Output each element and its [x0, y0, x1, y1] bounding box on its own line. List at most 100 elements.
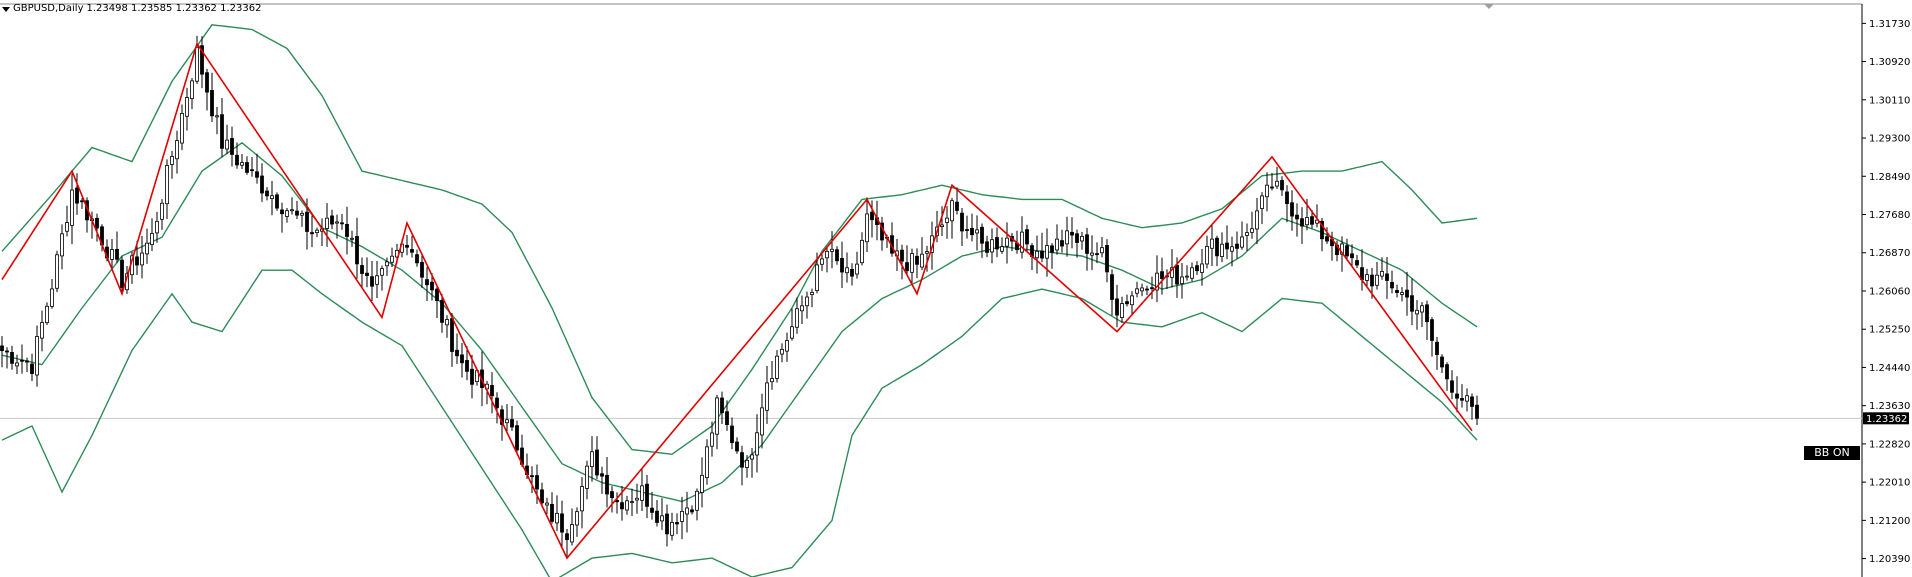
- candle-body: [1410, 295, 1414, 312]
- candle-body: [360, 265, 364, 274]
- bollinger-middle-band: [1, 141, 1478, 503]
- candle-body: [1215, 237, 1219, 257]
- candle-body: [380, 268, 384, 276]
- candle-body: [415, 254, 419, 264]
- candle-body: [1220, 243, 1224, 257]
- candle-body: [515, 425, 519, 451]
- candle-body: [180, 113, 184, 144]
- candle-body: [150, 233, 154, 245]
- candle-body: [1275, 180, 1279, 187]
- bollinger-lower-band: [1, 269, 1478, 577]
- candle-body: [645, 483, 649, 507]
- candle-body: [1395, 290, 1399, 293]
- candle-body: [365, 272, 369, 276]
- current-price-label: 1.23362: [1866, 414, 1907, 425]
- current-price-box: [1863, 412, 1909, 425]
- candle-body: [770, 378, 774, 383]
- candle-body: [470, 368, 474, 385]
- candle-body: [35, 336, 39, 376]
- candle-body: [315, 229, 319, 233]
- candle-body: [805, 296, 809, 307]
- candle-body: [560, 513, 564, 533]
- candle-body: [1170, 267, 1174, 278]
- candle-body: [860, 239, 864, 264]
- candle-body: [240, 162, 244, 166]
- candle-body: [5, 350, 9, 353]
- candle-body: [440, 299, 444, 323]
- candle-body: [1340, 243, 1344, 255]
- candle-body: [1390, 282, 1394, 289]
- candle-body: [265, 190, 269, 197]
- candle-body: [305, 211, 309, 232]
- candle-body: [50, 288, 54, 307]
- candle-body: [765, 382, 769, 411]
- candle-body: [290, 209, 294, 212]
- candle-body: [195, 46, 199, 82]
- candle-body: [855, 263, 859, 275]
- candle-body: [465, 360, 469, 372]
- candle-body: [915, 255, 919, 265]
- candle-body: [1045, 245, 1049, 259]
- candle-body: [1120, 303, 1124, 318]
- candle-body: [1245, 232, 1249, 236]
- candle-body: [960, 212, 964, 232]
- candle-body: [60, 233, 64, 257]
- candle-body: [655, 510, 659, 523]
- candle-body: [55, 254, 59, 289]
- candle-body: [640, 485, 644, 501]
- candle-body: [435, 288, 439, 301]
- candle-body: [450, 318, 454, 352]
- candle-body: [190, 80, 194, 100]
- price-tick-label: 1.27680: [1869, 210, 1910, 221]
- candle-body: [205, 72, 209, 93]
- candle-body: [45, 305, 49, 324]
- candle-body: [330, 215, 334, 225]
- candle-body: [185, 97, 189, 117]
- candle-body: [605, 474, 609, 495]
- candle-body: [1020, 231, 1024, 253]
- candle-body: [920, 253, 924, 268]
- candle-body: [600, 473, 604, 477]
- candle-body: [170, 156, 174, 165]
- candle-body: [1450, 380, 1454, 393]
- candle-body: [1420, 305, 1424, 313]
- candle-body: [295, 210, 299, 216]
- candle-body: [275, 194, 279, 209]
- candle-body: [975, 229, 979, 234]
- candle-body: [145, 242, 149, 255]
- candle-body: [1310, 216, 1314, 225]
- bollinger-upper-band: [1, 24, 1478, 456]
- candle-body: [1235, 243, 1239, 249]
- candle-body: [590, 451, 594, 468]
- candle-body: [120, 259, 124, 289]
- candle-body: [1280, 180, 1284, 191]
- candle-body: [850, 268, 854, 277]
- candle-body: [230, 138, 234, 155]
- candle-body: [810, 292, 814, 295]
- bb-status-badge: BB ON: [1804, 446, 1860, 460]
- candle-body: [775, 355, 779, 379]
- candle-body: [445, 319, 449, 326]
- price-tick-label: 1.30110: [1869, 95, 1910, 106]
- candle-body: [1035, 250, 1039, 259]
- collapse-triangle-icon[interactable]: [2, 6, 10, 12]
- candle-body: [215, 115, 219, 118]
- candle-body: [1140, 287, 1144, 292]
- candle-body: [200, 45, 204, 75]
- shift-marker-icon[interactable]: [1484, 4, 1494, 9]
- candle-body: [905, 262, 909, 272]
- candle-body: [750, 454, 754, 460]
- candle-body: [1205, 246, 1209, 265]
- candle-body: [1210, 238, 1214, 249]
- price-tick-label: 1.22820: [1869, 439, 1910, 450]
- candle-body: [140, 252, 144, 266]
- candle-body: [1190, 267, 1194, 279]
- candle-body: [945, 217, 949, 223]
- candle-body: [255, 171, 259, 178]
- candle-body: [610, 491, 614, 499]
- candle-body: [1200, 263, 1204, 273]
- candle-body: [390, 255, 394, 263]
- candle-body: [725, 411, 729, 425]
